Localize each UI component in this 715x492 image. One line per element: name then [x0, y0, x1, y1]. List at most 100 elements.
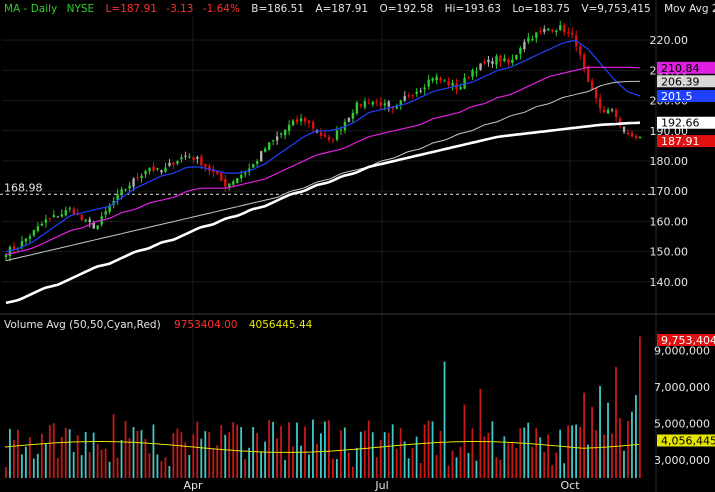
candle-body — [244, 172, 247, 175]
volume-bar — [188, 454, 191, 478]
volume-bar — [24, 446, 27, 478]
volume-bar — [112, 414, 115, 478]
volume-bar — [256, 432, 259, 478]
open-price: O=192.58 — [379, 3, 433, 15]
low-price: Lo=183.75 — [512, 3, 570, 15]
volume-bar — [535, 428, 538, 478]
volume-bar — [8, 428, 11, 478]
volume-bar — [40, 433, 43, 478]
volume-bar — [563, 463, 566, 478]
candle-body — [551, 30, 554, 32]
candle-body — [407, 95, 410, 97]
volume-bar — [379, 439, 382, 478]
volume-bar — [479, 388, 482, 478]
volume-bar — [68, 429, 71, 478]
candle-body — [196, 157, 199, 159]
volume-bar — [32, 458, 35, 478]
candle-body — [523, 41, 526, 50]
candle-body — [363, 101, 367, 108]
candle-body — [507, 59, 510, 63]
candle-body — [216, 171, 219, 175]
candle-body — [24, 238, 28, 242]
candle-body — [287, 124, 291, 131]
candle-body — [327, 136, 331, 140]
volume-bar — [80, 455, 83, 478]
volume-tick-label: 7,000,000 — [654, 381, 710, 394]
candle-body — [351, 112, 355, 119]
candle-body — [12, 246, 16, 250]
volume-bar — [104, 448, 107, 478]
volume-bar — [427, 420, 430, 478]
candle-body — [283, 129, 287, 136]
volume-bar — [403, 441, 406, 478]
volume-bar — [347, 452, 350, 478]
volume-header: Volume Avg (50,50,Cyan,Red) 9753404.00 4… — [4, 319, 313, 331]
candle-body — [359, 103, 363, 106]
candle-body — [200, 156, 203, 166]
volume-bar — [571, 425, 574, 478]
candle-body — [228, 183, 231, 188]
reference-line-label: 168.98 — [4, 181, 43, 194]
volume-bar — [140, 430, 143, 478]
candle-body — [586, 68, 590, 82]
moving-average-blue — [5, 40, 641, 253]
price-tag — [657, 75, 715, 88]
candle-body — [471, 70, 474, 77]
candle-body — [582, 54, 586, 69]
candle-body — [419, 90, 422, 92]
volume-bar — [451, 450, 454, 478]
candle-body — [60, 214, 64, 217]
price-tag — [657, 90, 715, 103]
volume-bar — [324, 421, 326, 478]
volume-bar — [316, 443, 318, 478]
volume-bar — [367, 420, 370, 478]
volume-bar — [507, 443, 510, 478]
candle-body — [543, 29, 546, 32]
volume-bar — [76, 435, 79, 478]
volume-bar — [276, 438, 278, 478]
candle-body — [447, 80, 450, 86]
candle-body — [411, 94, 414, 96]
volume-bar — [224, 434, 227, 478]
candle-body — [391, 107, 394, 110]
candle-body — [32, 229, 36, 236]
candle-body — [515, 55, 518, 60]
candle-body — [630, 132, 634, 137]
moving-average-gray — [5, 80, 641, 262]
volume-bar — [236, 424, 239, 478]
volume-average: 4056445.44 — [249, 319, 313, 331]
candle-body — [236, 178, 239, 184]
candle-body — [626, 132, 630, 135]
volume-value: V=9,753,415 — [581, 3, 650, 15]
moving-average-magenta — [5, 66, 641, 256]
volume-bar — [547, 434, 550, 478]
candle-body — [152, 166, 155, 171]
volume-bar — [248, 447, 251, 478]
volume-bar — [196, 421, 199, 478]
volume-bar — [100, 449, 103, 478]
symbol-label: MA - Daily — [4, 3, 57, 15]
price-tag — [657, 135, 715, 148]
volume-bar — [459, 446, 462, 478]
volume-bar — [531, 446, 534, 478]
candle-body — [232, 181, 235, 185]
candle-body — [559, 25, 562, 31]
candle-body — [80, 214, 83, 220]
volume-bar — [623, 450, 625, 478]
candle-body — [271, 140, 275, 142]
candle-body — [622, 126, 626, 132]
volume-bar — [116, 457, 119, 478]
candle-body — [20, 241, 24, 247]
candle-body — [68, 208, 71, 210]
volume-bar — [20, 454, 23, 478]
volume-bar — [320, 433, 322, 478]
price-tag-label: 201.5 — [661, 90, 693, 103]
candle-body — [156, 168, 159, 170]
candle-body — [64, 210, 68, 216]
volume-bar — [156, 454, 159, 478]
candle-body — [4, 254, 8, 258]
candle-body — [634, 135, 638, 138]
volume-bar — [543, 451, 546, 478]
